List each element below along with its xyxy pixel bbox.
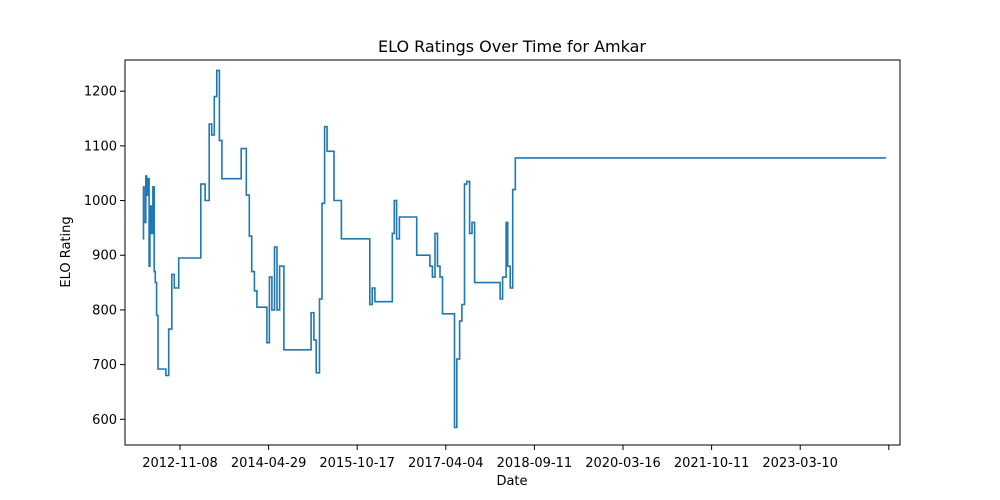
x-axis-ticks: 2012-11-08 2014-04-29 2015-10-17 2017-04-04…: [142, 445, 890, 471]
y-axis-title: ELO Rating: [59, 216, 74, 287]
x-tick-label: 2023-03-10: [762, 456, 838, 471]
x-tick-label: 2014-04-29: [231, 456, 307, 471]
y-tick-label: 1100: [84, 139, 117, 154]
y-tick-label: 900: [92, 249, 117, 264]
x-tick-label: 2017-04-04: [408, 456, 484, 471]
y-tick-label: 800: [92, 303, 117, 318]
x-axis-title: Date: [496, 474, 527, 489]
y-axis-ticks: 600 700 800 900 1000 1100 1200: [84, 85, 125, 428]
x-tick-label: 2020-03-16: [585, 456, 661, 471]
y-tick-label: 600: [92, 413, 117, 428]
chart-title: ELO Ratings Over Time for Amkar: [378, 37, 646, 56]
y-tick-label: 700: [92, 358, 117, 373]
x-tick-label: 2021-10-11: [674, 456, 750, 471]
elo-series-line: [142, 69, 886, 429]
x-tick-label: 2015-10-17: [319, 456, 395, 471]
plot-frame: [124, 59, 901, 446]
series-layer: [142, 69, 886, 429]
x-tick-label: 2012-11-08: [142, 456, 218, 471]
x-tick-label: 2018-09-11: [497, 456, 573, 471]
y-tick-label: 1200: [84, 85, 117, 100]
y-tick-label: 1000: [84, 194, 117, 209]
